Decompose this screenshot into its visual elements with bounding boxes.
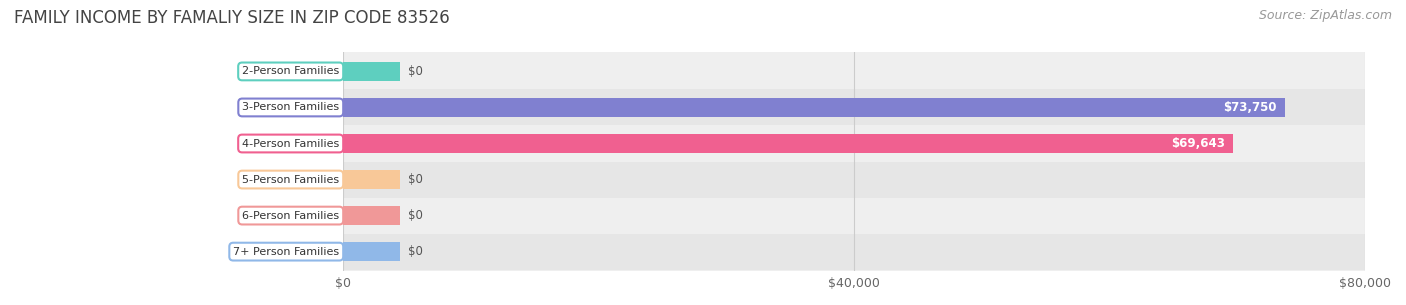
Bar	[343, 170, 399, 189]
Text: Source: ZipAtlas.com: Source: ZipAtlas.com	[1258, 9, 1392, 22]
Bar	[343, 62, 399, 81]
Bar	[343, 134, 1233, 153]
Text: $0: $0	[408, 65, 423, 78]
Bar	[343, 89, 1365, 125]
Bar	[343, 98, 1285, 117]
Text: 5-Person Families: 5-Person Families	[242, 174, 339, 185]
Text: 2-Person Families: 2-Person Families	[242, 66, 339, 77]
Bar	[343, 206, 399, 225]
Bar	[343, 198, 1365, 234]
Text: 7+ Person Families: 7+ Person Families	[233, 247, 339, 257]
Bar	[343, 162, 1365, 198]
Text: $73,750: $73,750	[1223, 101, 1277, 114]
Text: 4-Person Families: 4-Person Families	[242, 138, 339, 149]
Text: 6-Person Families: 6-Person Families	[242, 210, 339, 221]
Bar	[343, 53, 1365, 89]
Text: FAMILY INCOME BY FAMALIY SIZE IN ZIP CODE 83526: FAMILY INCOME BY FAMALIY SIZE IN ZIP COD…	[14, 9, 450, 27]
Text: $0: $0	[408, 245, 423, 258]
Bar	[343, 234, 1365, 270]
Bar	[343, 242, 399, 261]
Text: $0: $0	[408, 209, 423, 222]
Text: $0: $0	[408, 173, 423, 186]
Text: 3-Person Families: 3-Person Families	[242, 102, 339, 113]
Bar	[343, 125, 1365, 162]
Text: $69,643: $69,643	[1171, 137, 1225, 150]
